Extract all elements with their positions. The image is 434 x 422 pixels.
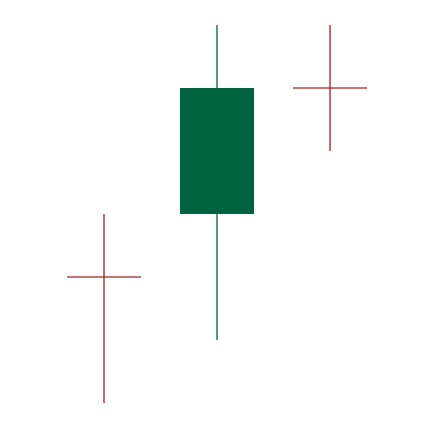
candle-bullish-candle (180, 25, 254, 340)
candle-doji-1 (67, 214, 141, 403)
candle-body (180, 88, 254, 214)
candle-doji-2 (293, 25, 367, 151)
